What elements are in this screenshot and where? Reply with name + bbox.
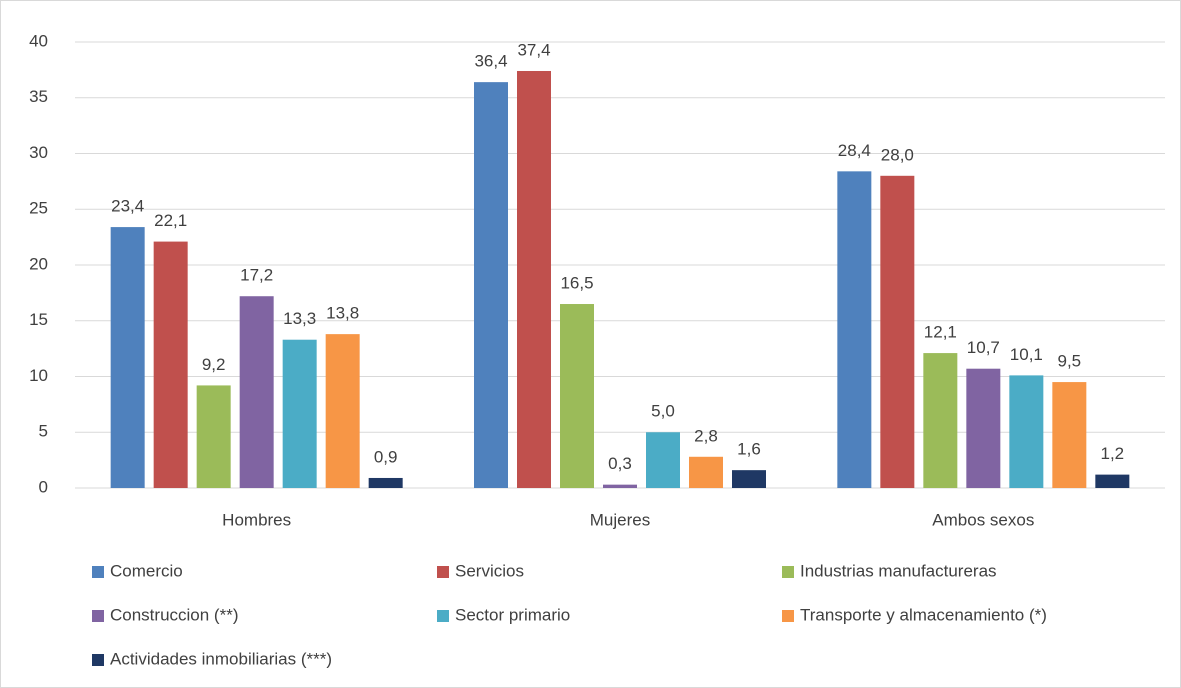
bar: [474, 82, 508, 488]
bar: [196, 385, 231, 488]
y-tick-label: 30: [29, 143, 48, 162]
legend-label: Actividades inmobiliarias (***): [110, 649, 332, 668]
value-label: 1,2: [1101, 444, 1125, 463]
legend-label: Comercio: [110, 561, 183, 580]
bar: [880, 175, 915, 489]
bar: [239, 296, 274, 488]
value-label: 5,0: [651, 402, 675, 421]
legend-swatch: [92, 566, 104, 578]
x-tick-label: Ambos sexos: [932, 510, 1034, 529]
bar: [923, 353, 958, 488]
value-label: 12,1: [924, 323, 957, 342]
value-label: 2,8: [694, 426, 718, 445]
value-label: 37,4: [517, 40, 550, 59]
value-label: 17,2: [240, 266, 273, 285]
legend-label: Construccion (**): [110, 605, 239, 624]
legend-label: Transporte y almacenamiento (*): [800, 605, 1047, 624]
bar: [689, 456, 723, 488]
value-label: 10,1: [1010, 345, 1043, 364]
bar: [1009, 375, 1044, 488]
bar: [325, 334, 360, 488]
bar: [837, 171, 872, 488]
value-label: 9,5: [1058, 352, 1082, 371]
y-tick-label: 10: [29, 366, 48, 385]
x-tick-label: Mujeres: [590, 510, 650, 529]
y-tick-label: 25: [29, 199, 48, 218]
legend-swatch: [782, 566, 794, 578]
value-label: 9,2: [202, 355, 226, 374]
y-tick-label: 5: [39, 422, 48, 441]
legend-swatch: [782, 610, 794, 622]
bar: [560, 304, 594, 488]
value-label: 16,5: [560, 274, 593, 293]
legend-swatch: [437, 566, 449, 578]
y-tick-label: 20: [29, 254, 48, 273]
bar: [282, 339, 317, 488]
bar: [732, 470, 766, 488]
x-tick-label: Hombres: [222, 510, 291, 529]
y-tick-label: 35: [29, 87, 48, 106]
value-label: 1,6: [737, 440, 761, 459]
value-label: 13,3: [283, 309, 316, 328]
bar: [1095, 474, 1130, 488]
y-tick-label: 15: [29, 310, 48, 329]
value-label: 0,9: [374, 447, 398, 466]
bar: [603, 484, 637, 488]
value-label: 13,8: [326, 304, 359, 323]
bar: [110, 227, 145, 488]
legend-swatch: [92, 610, 104, 622]
value-label: 23,4: [111, 197, 144, 216]
legend-label: Industrias manufactureras: [800, 561, 997, 580]
bar: [966, 368, 1001, 488]
value-label: 28,0: [881, 145, 914, 164]
y-tick-label: 0: [39, 477, 48, 496]
value-label: 36,4: [474, 52, 507, 71]
value-label: 10,7: [967, 338, 1000, 357]
value-label: 22,1: [154, 211, 187, 230]
legend-label: Sector primario: [455, 605, 570, 624]
legend-swatch: [437, 610, 449, 622]
y-tick-label: 40: [29, 31, 48, 50]
value-label: 28,4: [838, 141, 871, 160]
bar: [368, 477, 403, 488]
legend-label: Servicios: [455, 561, 524, 580]
bar: [153, 241, 188, 488]
bar: [517, 70, 551, 489]
legend-swatch: [92, 654, 104, 666]
value-label: 0,3: [608, 454, 632, 473]
bar: [646, 432, 680, 488]
bar: [1052, 382, 1087, 488]
